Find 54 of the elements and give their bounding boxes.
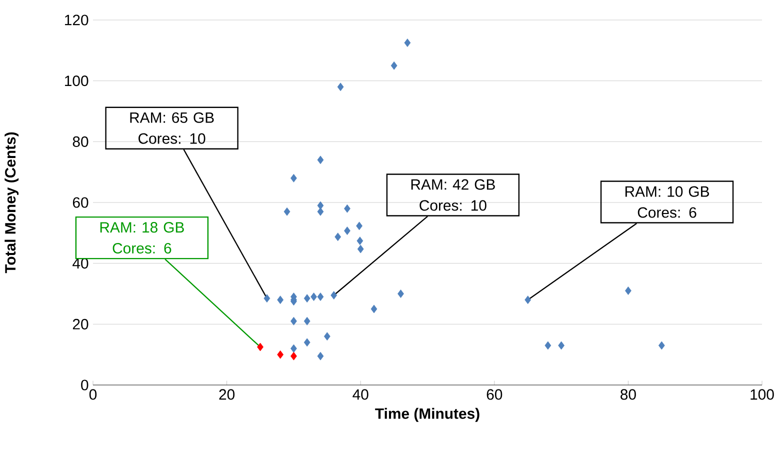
point	[290, 316, 297, 326]
point	[317, 207, 324, 216]
point	[284, 207, 290, 216]
y-tick-label: 120	[65, 14, 88, 26]
point	[324, 332, 330, 341]
point	[257, 342, 264, 352]
y-tick-label: 20	[72, 318, 88, 330]
annotation: RAM: 10 GB Cores: 6	[625, 186, 709, 218]
point	[398, 290, 404, 298]
point	[356, 222, 362, 230]
point	[544, 341, 552, 350]
point	[304, 338, 310, 347]
point	[310, 292, 317, 301]
point	[334, 232, 342, 242]
point	[524, 296, 532, 304]
point	[264, 294, 270, 303]
point	[317, 156, 324, 164]
x-axis-title: Time (Minutes)	[375, 408, 480, 422]
point	[658, 341, 665, 350]
point	[356, 236, 364, 246]
x-tick-label: 0	[89, 389, 97, 400]
annotation: RAM: 65 GB Cores: 10	[130, 112, 214, 144]
point	[317, 352, 324, 360]
y-tick-label: 80	[72, 136, 88, 147]
x-tick-label: 80	[620, 389, 636, 400]
point	[290, 174, 297, 182]
point	[304, 294, 310, 303]
point	[404, 38, 411, 48]
point	[317, 292, 324, 301]
point	[337, 82, 344, 92]
point	[317, 201, 324, 210]
point	[625, 286, 632, 295]
point	[370, 304, 378, 314]
point	[390, 61, 398, 70]
y-tick-label: 0	[81, 380, 88, 390]
point	[290, 344, 297, 353]
y-axis-title: Total Money (Cents)	[4, 132, 19, 274]
point	[330, 291, 338, 300]
point	[344, 226, 350, 235]
point	[290, 352, 297, 360]
point	[344, 204, 350, 213]
x-tick-label: 60	[486, 389, 502, 400]
annotation: RAM: 42 GB Cores: 10	[411, 179, 495, 211]
annotation: RAM: 18 GB Cores: 6	[100, 222, 184, 254]
point	[277, 350, 284, 359]
y-tick-label: 60	[72, 197, 88, 208]
x-tick-label: 100	[750, 389, 774, 400]
point	[277, 296, 284, 304]
x-tick-label: 20	[219, 389, 235, 400]
y-tick-label: 100	[65, 76, 88, 86]
x-tick-label: 40	[352, 389, 368, 400]
point	[357, 244, 364, 254]
point	[558, 341, 565, 350]
point	[304, 316, 310, 326]
